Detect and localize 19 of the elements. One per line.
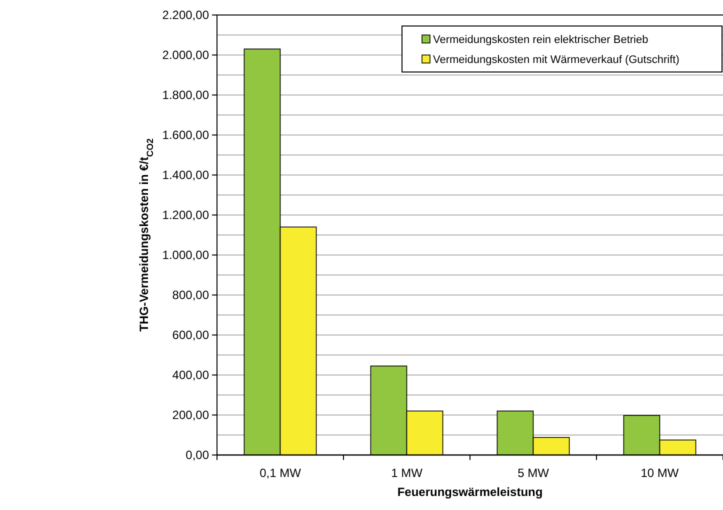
legend-label: Vermeidungskosten rein elektrischer Betrieb	[433, 34, 648, 46]
y-tick-label: 1.000,00	[162, 248, 210, 262]
x-tick-label: 1 MW	[391, 466, 424, 480]
y-tick-label: 800,00	[172, 288, 210, 302]
y-tick-label: 1.600,00	[162, 128, 210, 142]
legend-label: Vermeidungskosten mit Wärmeverkauf (Gutschrift)	[433, 54, 680, 66]
y-tick-label: 2.000,00	[162, 48, 210, 62]
y-tick-label: 200,00	[172, 408, 210, 422]
y-tick-label: 1.400,00	[162, 168, 210, 182]
y-tick-label: 2.200,00	[162, 8, 210, 22]
y-tick-label: 600,00	[172, 328, 210, 342]
x-tick-label: 5 MW	[518, 466, 550, 480]
x-tick-label: 10 MW	[640, 466, 680, 480]
x-tick-label: 0,1 MW	[260, 466, 302, 480]
y-tick-label: 0,00	[186, 448, 210, 462]
y-tick-label: 1.200,00	[162, 208, 210, 222]
x-axis-title: Feuerungswärmeleistung	[397, 485, 543, 499]
y-tick-label: 1.800,00	[162, 88, 210, 102]
y-tick-label: 400,00	[172, 368, 210, 382]
